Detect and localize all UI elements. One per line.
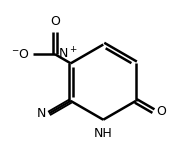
Text: O: O xyxy=(50,15,60,28)
Text: $^{-}$O: $^{-}$O xyxy=(11,48,30,61)
Text: N$^+$: N$^+$ xyxy=(58,47,78,62)
Text: N: N xyxy=(36,107,46,120)
Text: NH: NH xyxy=(94,127,113,140)
Text: O: O xyxy=(157,105,166,118)
